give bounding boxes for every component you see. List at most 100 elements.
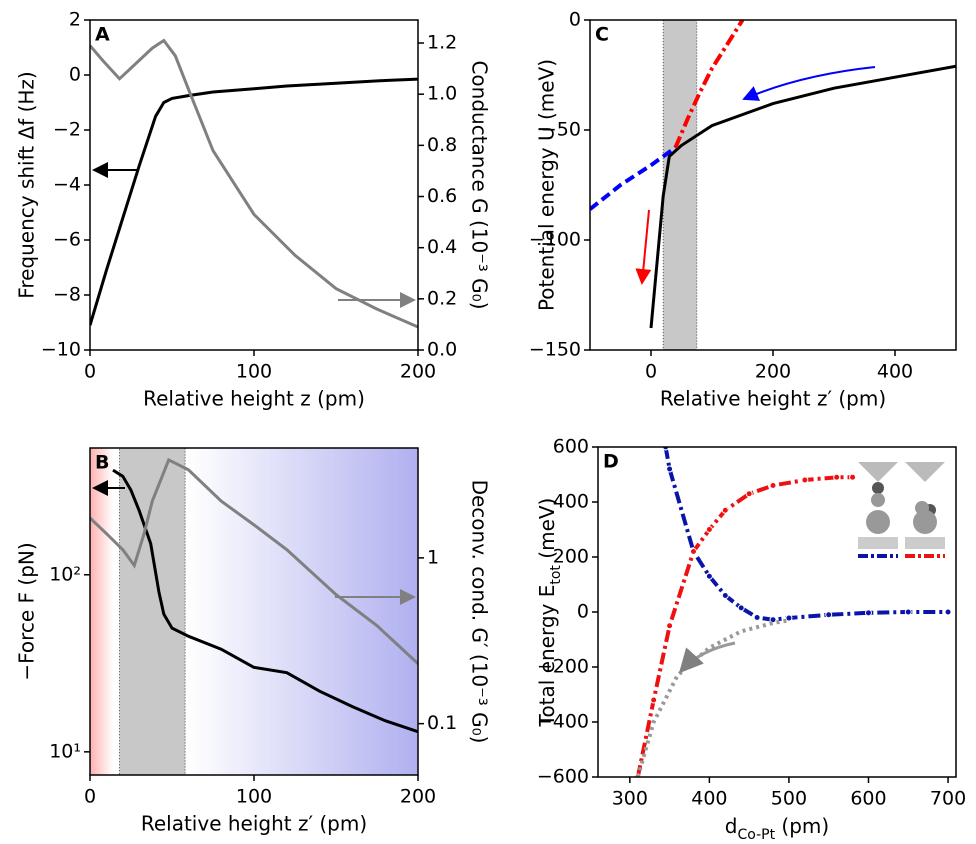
data-line (90, 38, 418, 329)
panel-label: A (95, 24, 110, 46)
y-tick-label: −600 (537, 766, 589, 788)
data-point (753, 614, 761, 621)
y-tick-label: 0 (577, 601, 589, 623)
data-point (864, 609, 872, 617)
data-point (785, 614, 793, 622)
y-axis-label-part: tot (548, 565, 564, 585)
y-tick-label: 200 (553, 546, 589, 568)
y-tick-label: 400 (553, 491, 589, 513)
arrow (635, 209, 652, 285)
data-point (666, 622, 674, 630)
y-axis-label: −Force F (pN) (15, 542, 39, 680)
y2-tick-label: 0.6 (427, 185, 457, 207)
data-point (833, 473, 841, 481)
data-point (944, 608, 952, 616)
data-line (90, 77, 418, 326)
y-tick-label: 2 (69, 9, 81, 31)
data-point (769, 482, 777, 489)
data-line (90, 457, 418, 665)
x-axis-label-part: d (725, 814, 738, 838)
data-line (673, 20, 745, 149)
data-point (801, 476, 809, 484)
y-axis-label-part: (meV) (535, 498, 559, 565)
y2-axis-label: Deconv. cond. G′ (10⁻³ G₀) (468, 480, 492, 744)
x-axis-label: dCo-Pt (pm) (725, 814, 829, 841)
x-tick-label: 400 (877, 361, 913, 383)
x-axis-label: Relative height z (pm) (143, 387, 365, 411)
data-point (769, 616, 777, 624)
y-tick-label: −400 (537, 711, 589, 733)
panel-label: B (95, 452, 109, 474)
x-tick-label: 700 (930, 788, 966, 810)
x-tick-label: 500 (771, 788, 807, 810)
y-tick-label: −4 (53, 174, 81, 196)
annotations (92, 66, 876, 674)
data-point (721, 592, 729, 599)
x-tick-label: 400 (691, 788, 727, 810)
y-tick-label: −8 (53, 284, 81, 306)
x-tick-label: 300 (612, 788, 648, 810)
data-point (825, 611, 833, 619)
data-point (849, 473, 857, 481)
y-tick-label: −2 (53, 119, 81, 141)
data-point (705, 526, 713, 533)
y2-tick-label: 1.0 (427, 83, 457, 105)
x-axis-label: Relative height z′ (pm) (141, 812, 367, 836)
y-tick-label: −100 (529, 229, 581, 251)
x-tick-label: 200 (400, 361, 436, 383)
y-tick-label: 600 (553, 436, 589, 458)
y-axis-label: Total energy Etot (meV) (535, 498, 565, 728)
arrow (678, 641, 736, 674)
x-tick-label: 600 (850, 788, 886, 810)
y-tick-label: 0 (569, 9, 581, 31)
data-line (112, 468, 418, 734)
y-tick-label: 10¹ (49, 740, 81, 762)
data-point (650, 696, 658, 704)
x-axis-label-part: Co-Pt (737, 827, 775, 840)
x-tick-label: 0 (84, 786, 96, 808)
data-point (737, 604, 745, 612)
data-point (666, 465, 674, 473)
x-tick-label: 100 (236, 361, 272, 383)
data-line (635, 618, 790, 777)
y-tick-label: −200 (537, 656, 589, 678)
data-point (721, 506, 729, 514)
y2-tick-label: 1 (427, 546, 439, 568)
inset-sketch (858, 462, 945, 558)
x-tick-label: 100 (236, 786, 272, 808)
y-tick-label: −150 (529, 339, 581, 361)
y2-tick-label: 0.1 (427, 712, 457, 734)
data-point (689, 548, 697, 555)
y2-tick-label: 0.4 (427, 236, 457, 258)
data-point (745, 490, 753, 498)
x-tick-label: 0 (84, 361, 96, 383)
y-tick-label: 10² (49, 563, 81, 585)
x-tick-label: 200 (400, 786, 436, 808)
y-tick-label: −6 (53, 229, 81, 251)
y2-tick-label: 0.8 (427, 134, 457, 156)
shaded-region (662, 19, 698, 351)
y-tick-label: 0 (69, 64, 81, 86)
y-axis-label: Potential energy U (meV) (535, 59, 559, 311)
y2-tick-label: 0.2 (427, 287, 457, 309)
y-tick-label: −10 (41, 339, 81, 361)
y-tick-label: −50 (541, 119, 581, 141)
y2-tick-label: 1.2 (427, 32, 457, 54)
data-line (590, 145, 677, 211)
y2-axis-label: Conductance G (10⁻³ G₀) (468, 60, 492, 309)
panel-label: C (595, 24, 609, 46)
x-axis-label-part: (pm) (775, 814, 829, 838)
y-axis-label: Frequency shift Δf (Hz) (15, 71, 39, 298)
panel-label: D (603, 451, 619, 473)
plot-frame (589, 19, 957, 351)
x-tick-label: 0 (645, 361, 657, 383)
y-axis-label-part: Total energy E (535, 585, 559, 728)
x-tick-label: 200 (755, 361, 791, 383)
data-point (705, 572, 713, 580)
x-axis-label: Relative height z′ (pm) (660, 387, 886, 411)
arrow (742, 66, 876, 101)
data-point (904, 608, 912, 616)
data-line (649, 64, 956, 329)
y2-tick-label: 0.0 (427, 339, 457, 361)
